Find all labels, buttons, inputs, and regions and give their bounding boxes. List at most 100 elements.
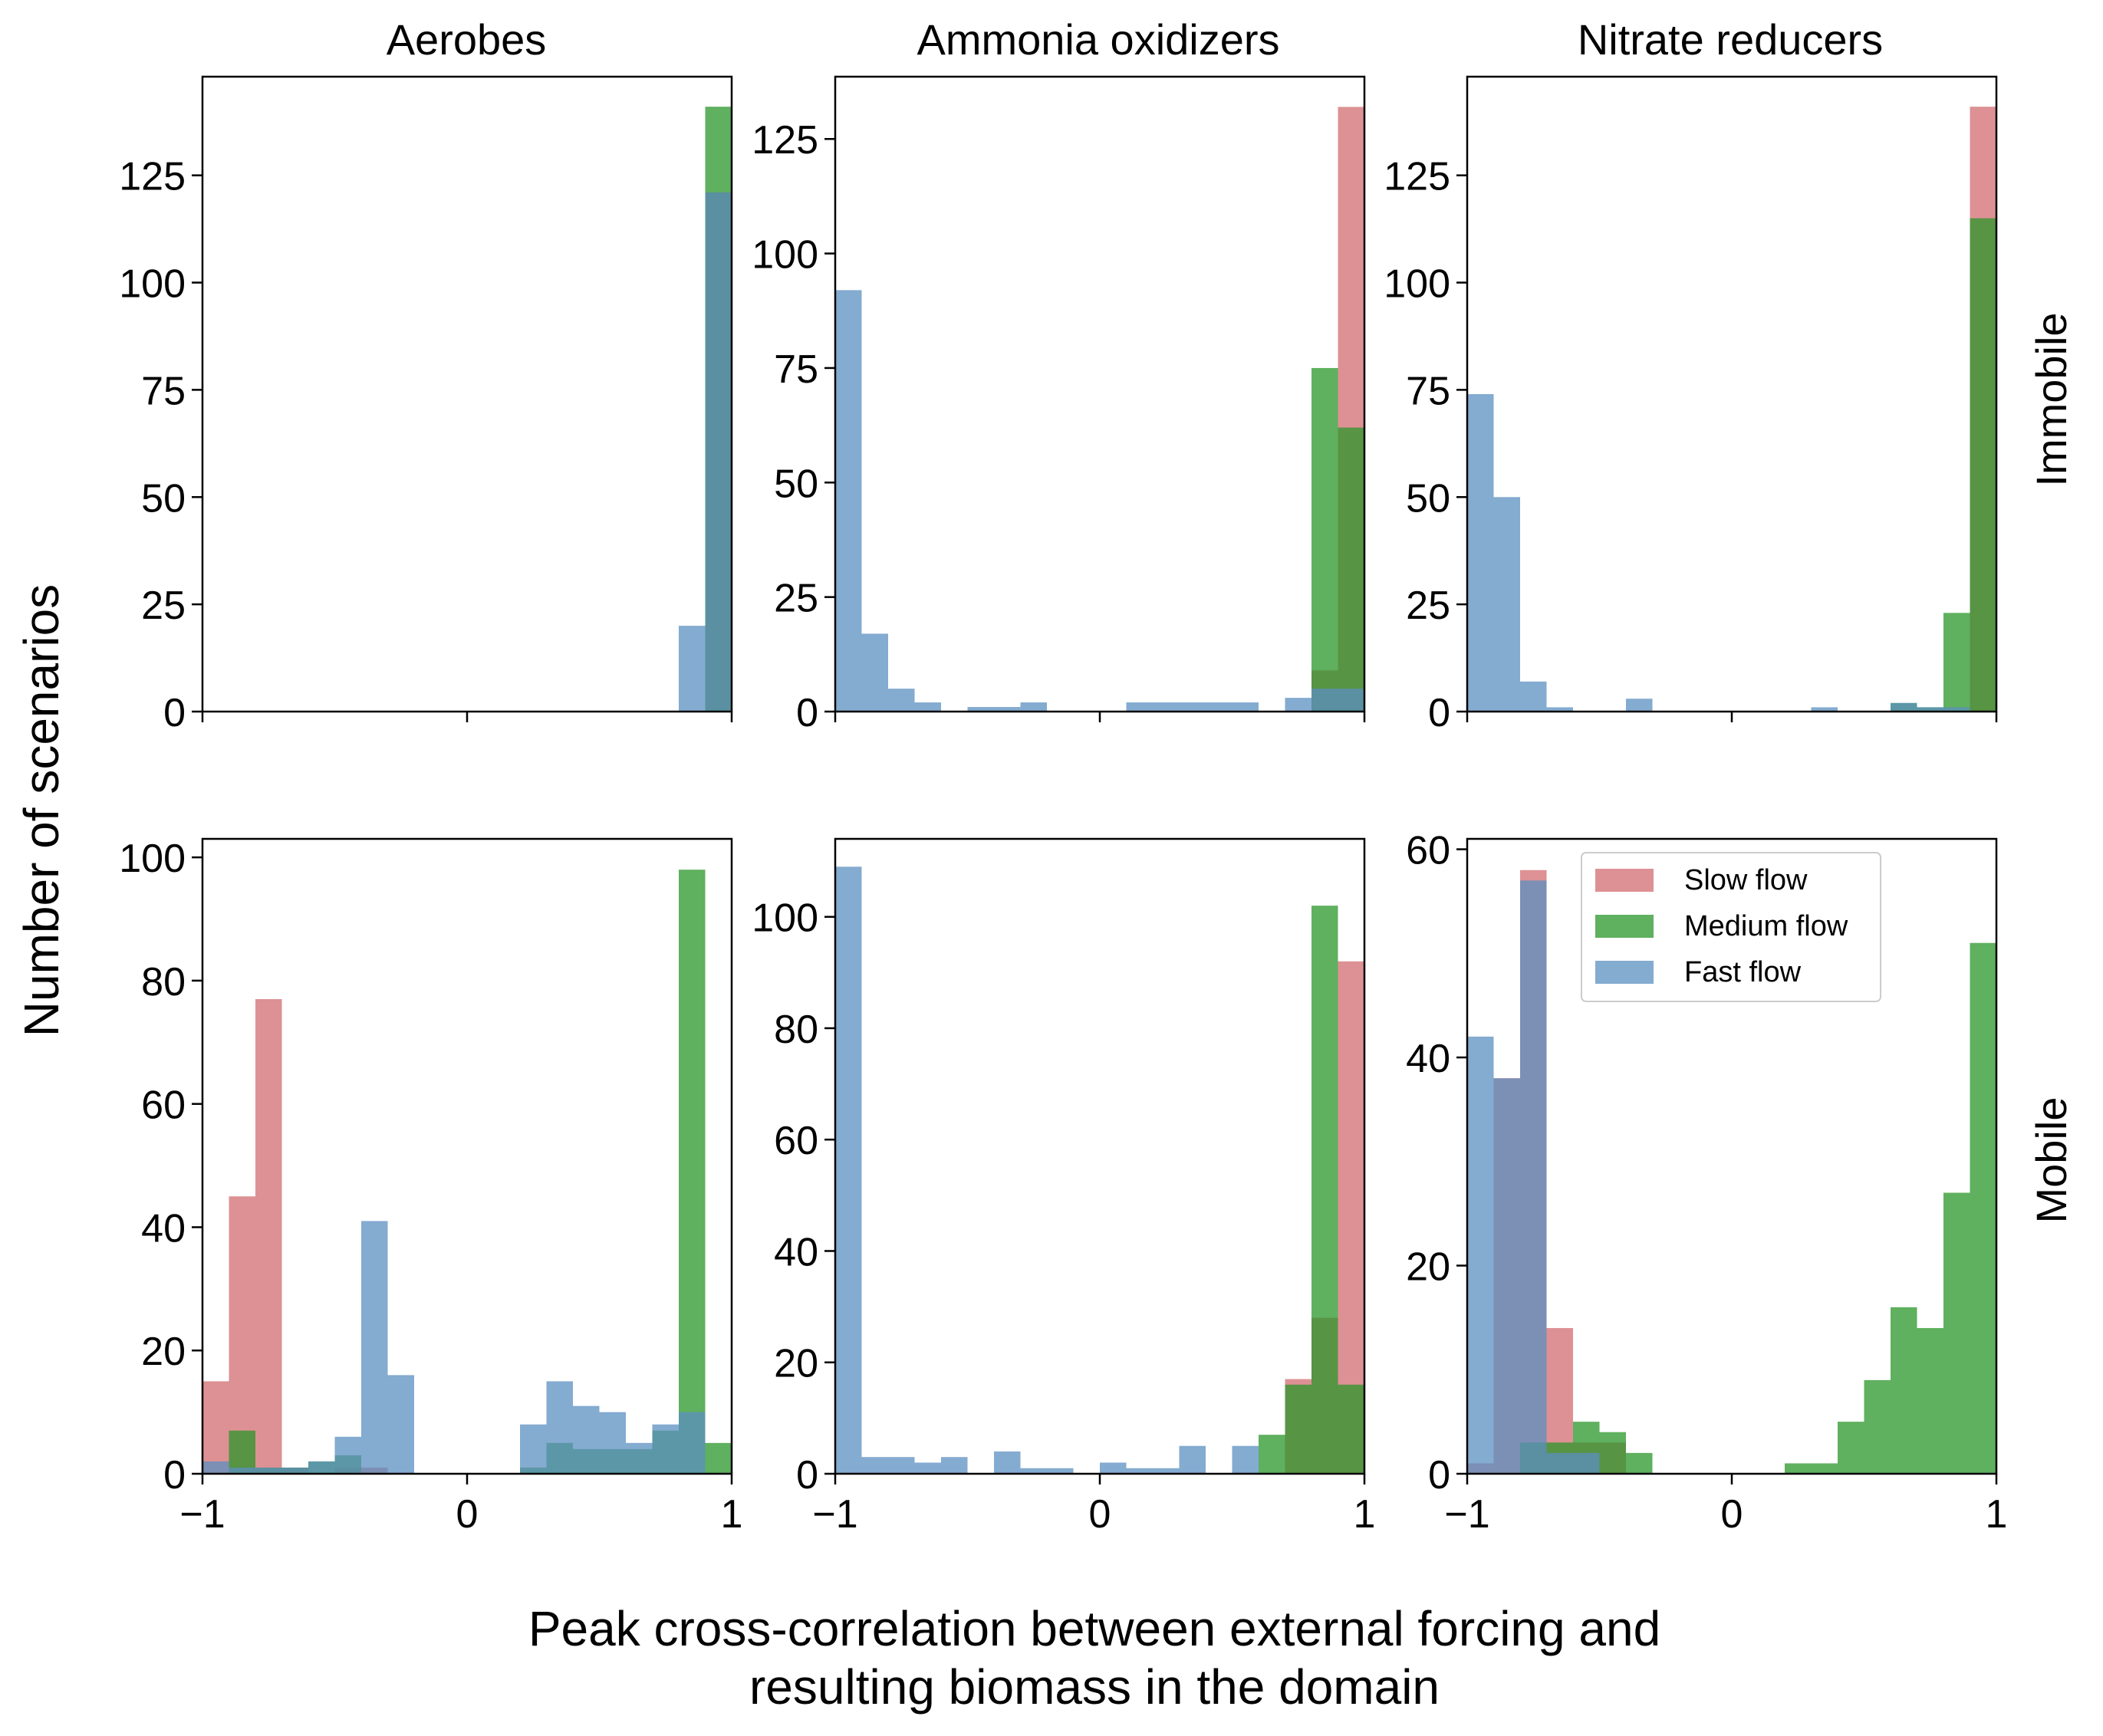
axes-frame-immobile-ammonia-oxidizers (834, 75, 1366, 713)
bar-mobile-nitrate-reducers-medium-flow-18 (1943, 1192, 1970, 1474)
y-tick-label-mobile-aerobes-60: 60 (141, 1083, 186, 1128)
y-tick-label-immobile-aerobes-75: 75 (141, 369, 186, 413)
bar-mobile-aerobes-fast-flow-7 (387, 1375, 414, 1474)
bar-mobile-ammonia-oxidizers-fast-flow-0 (835, 866, 862, 1474)
bar-immobile-aerobes-fast-flow-19 (705, 192, 732, 712)
bar-mobile-ammonia-oxidizers-fast-flow-3 (914, 1462, 941, 1474)
bar-immobile-aerobes-fast-flow-18 (679, 626, 706, 712)
y-tick-label-immobile-nitrate-reducers-50: 50 (1406, 476, 1450, 521)
y-tick-label-mobile-nitrate-reducers-40: 40 (1406, 1037, 1450, 1081)
bar-immobile-ammonia-oxidizers-fast-flow-12 (1153, 702, 1180, 712)
bar-mobile-aerobes-slow-flow-0 (202, 1381, 229, 1474)
y-tick-label-mobile-aerobes-100: 100 (119, 837, 186, 881)
legend-label-medium-flow: Medium flow (1684, 910, 1848, 942)
y-tick-label-immobile-ammonia-oxidizers-100: 100 (752, 233, 818, 278)
row-label-immobile: Immobile (2027, 312, 2075, 486)
y-tick-label-mobile-nitrate-reducers-60: 60 (1406, 829, 1450, 873)
y-tick-label-mobile-ammonia-oxidizers-40: 40 (774, 1230, 818, 1274)
y-tick-label-immobile-aerobes-0: 0 (163, 691, 186, 735)
bar-immobile-ammonia-oxidizers-fast-flow-15 (1232, 702, 1259, 712)
y-axis-label: Number of scenarios (14, 584, 69, 1037)
bar-mobile-nitrate-reducers-medium-flow-16 (1891, 1307, 1917, 1474)
panels-group: 0255075100125025507510012502550751001250… (119, 75, 2007, 1537)
column-title-nitrate-reducers: Nitrate reducers (1578, 15, 1883, 64)
legend-frame (1581, 852, 1881, 1002)
panel-immobile-nitrate-reducers: 0 25 50 75 100 125 (1384, 75, 1998, 735)
y-tick-label-immobile-aerobes-25: 25 (141, 584, 186, 628)
y-tick-label-immobile-ammonia-oxidizers-75: 75 (774, 347, 818, 392)
bar-mobile-nitrate-reducers-fast-flow-1 (1493, 1078, 1520, 1474)
bar-mobile-ammonia-oxidizers-fast-flow-4 (941, 1457, 968, 1474)
x-tick-label-mobile-nitrate-reducers-0: −1 (1444, 1492, 1489, 1537)
panel-immobile-ammonia-oxidizers: 0 25 50 75 100 125 (752, 75, 1366, 735)
bar-mobile-aerobes-fast-flow-1 (229, 1467, 255, 1474)
bar-immobile-ammonia-oxidizers-fast-flow-17 (1285, 698, 1311, 712)
bar-immobile-nitrate-reducers-fast-flow-17 (1917, 707, 1943, 712)
y-tick-label-immobile-aerobes-125: 125 (119, 155, 186, 199)
bar-immobile-ammonia-oxidizers-fast-flow-5 (967, 707, 994, 712)
bar-immobile-ammonia-oxidizers-fast-flow-7 (1020, 702, 1047, 712)
column-title-aerobes: Aerobes (387, 15, 547, 64)
x-tick-label-mobile-ammonia-oxidizers-1: 0 (1089, 1492, 1111, 1537)
y-tick-label-immobile-aerobes-50: 50 (141, 476, 186, 521)
bar-mobile-aerobes-fast-flow-0 (202, 1461, 229, 1474)
bar-mobile-nitrate-reducers-medium-flow-13 (1811, 1463, 1838, 1474)
bar-mobile-aerobes-fast-flow-14 (573, 1406, 600, 1474)
bar-mobile-aerobes-fast-flow-2 (255, 1467, 282, 1474)
bar-mobile-nitrate-reducers-fast-flow-0 (1467, 1036, 1494, 1474)
bar-mobile-ammonia-oxidizers-medium-flow-17 (1285, 1384, 1311, 1474)
bar-mobile-nitrate-reducers-medium-flow-15 (1864, 1379, 1891, 1474)
bar-immobile-nitrate-reducers-fast-flow-1 (1493, 497, 1520, 712)
bar-mobile-nitrate-reducers-medium-flow-17 (1917, 1327, 1943, 1474)
bar-mobile-nitrate-reducers-medium-flow-12 (1785, 1463, 1812, 1474)
legend-label-fast-flow: Fast flow (1684, 956, 1802, 988)
bar-mobile-nitrate-reducers-fast-flow-2 (1520, 880, 1547, 1474)
x-axis-label-line2: resulting biomass in the domain (749, 1659, 1440, 1715)
bar-mobile-aerobes-fast-flow-15 (599, 1412, 626, 1474)
bar-mobile-ammonia-oxidizers-medium-flow-16 (1259, 1435, 1285, 1474)
bar-mobile-nitrate-reducers-medium-flow-5 (1599, 1432, 1626, 1474)
bar-immobile-ammonia-oxidizers-fast-flow-13 (1179, 702, 1206, 712)
bar-mobile-ammonia-oxidizers-fast-flow-13 (1179, 1445, 1206, 1474)
column-title-ammonia-oxidizers: Ammonia oxidizers (917, 15, 1279, 64)
bar-immobile-ammonia-oxidizers-fast-flow-0 (835, 290, 862, 712)
y-tick-label-mobile-nitrate-reducers-20: 20 (1406, 1245, 1450, 1290)
bar-immobile-ammonia-oxidizers-fast-flow-6 (994, 707, 1021, 712)
panel-immobile-aerobes: 0 25 50 75 100 125 (119, 75, 733, 735)
x-tick-label-mobile-aerobes-1: 0 (456, 1492, 479, 1537)
y-tick-label-immobile-ammonia-oxidizers-0: 0 (796, 691, 818, 735)
bar-immobile-ammonia-oxidizers-fast-flow-3 (914, 702, 941, 712)
bar-immobile-ammonia-oxidizers-medium-flow-18 (1311, 367, 1338, 712)
y-tick-label-mobile-aerobes-0: 0 (163, 1453, 186, 1498)
y-tick-label-immobile-ammonia-oxidizers-125: 125 (752, 118, 818, 163)
bar-immobile-ammonia-oxidizers-fast-flow-19 (1338, 689, 1364, 712)
bar-mobile-nitrate-reducers-fast-flow-4 (1573, 1452, 1600, 1474)
bar-immobile-nitrate-reducers-fast-flow-0 (1467, 394, 1494, 712)
y-tick-label-mobile-nitrate-reducers-0: 0 (1428, 1453, 1450, 1498)
y-tick-label-immobile-nitrate-reducers-0: 0 (1428, 691, 1450, 735)
axes-frame-mobile-ammonia-oxidizers (834, 837, 1366, 1475)
bar-mobile-aerobes-medium-flow-1 (229, 1430, 255, 1474)
x-tick-label-mobile-aerobes-2: 1 (721, 1492, 743, 1537)
y-tick-label-immobile-aerobes-100: 100 (119, 262, 186, 307)
bar-immobile-ammonia-oxidizers-fast-flow-18 (1311, 689, 1338, 712)
bar-mobile-aerobes-fast-flow-18 (679, 1412, 706, 1474)
y-tick-label-mobile-aerobes-80: 80 (141, 960, 186, 1004)
bar-immobile-nitrate-reducers-fast-flow-2 (1520, 681, 1547, 712)
bar-mobile-aerobes-fast-flow-17 (652, 1424, 679, 1474)
legend-swatch-slow-flow (1595, 869, 1654, 892)
y-tick-label-mobile-ammonia-oxidizers-100: 100 (752, 896, 818, 941)
bar-mobile-ammonia-oxidizers-medium-flow-18 (1311, 906, 1338, 1474)
y-tick-label-mobile-ammonia-oxidizers-60: 60 (774, 1119, 818, 1163)
y-tick-label-mobile-ammonia-oxidizers-20: 20 (774, 1342, 818, 1386)
bar-immobile-nitrate-reducers-fast-flow-3 (1546, 707, 1573, 712)
bar-mobile-aerobes-fast-flow-4 (308, 1461, 335, 1474)
y-tick-label-mobile-ammonia-oxidizers-80: 80 (774, 1008, 818, 1052)
bar-mobile-aerobes-fast-flow-12 (520, 1424, 547, 1474)
x-tick-label-mobile-ammonia-oxidizers-2: 1 (1354, 1492, 1376, 1537)
bar-immobile-nitrate-reducers-medium-flow-18 (1943, 613, 1970, 712)
bar-immobile-nitrate-reducers-fast-flow-13 (1811, 707, 1838, 712)
bar-mobile-ammonia-oxidizers-fast-flow-15 (1232, 1445, 1259, 1474)
